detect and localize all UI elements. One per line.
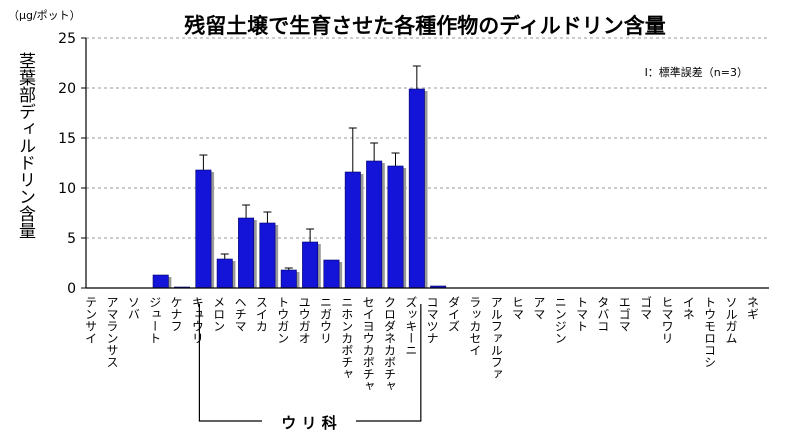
category-label: アマランサス (105, 296, 119, 368)
category-label: メロン (212, 296, 226, 332)
category-label: アルファルファ (489, 296, 503, 380)
category-label: テンサイ (84, 296, 98, 344)
bar (387, 165, 404, 289)
category-label: ズッキーニ (404, 296, 418, 356)
category-label: クロダネカボチャ (382, 296, 396, 392)
y-tick-label: 10 (58, 181, 76, 197)
category-label: ソルガム (724, 296, 738, 344)
category-label: ソバ (126, 296, 140, 320)
bar (323, 259, 340, 289)
category-label: キュウリ (190, 296, 204, 344)
bar (366, 160, 383, 289)
category-label: スイカ (254, 296, 268, 332)
category-label: トウガン (276, 296, 290, 344)
category-label: トウモロコシ (703, 296, 717, 368)
chart-title: 残留土壌で生育させた各種作物のディルドリン含量 (184, 14, 666, 38)
category-label: ラッカセイ (468, 296, 482, 356)
category-label: コマツナ (425, 296, 439, 344)
bars (152, 65, 447, 289)
category-label: ヒマワリ (660, 296, 674, 344)
category-label: ニホンカボチャ (340, 296, 354, 380)
group-label: ウ リ 科 (281, 414, 336, 432)
y-tick-label: 5 (67, 231, 76, 247)
y-tick-label: 0 (67, 281, 76, 297)
category-label: ジュート (148, 296, 162, 344)
bar (216, 258, 233, 289)
bar (238, 217, 255, 289)
category-label: セイヨウカボチャ (361, 296, 375, 392)
category-label: エゴマ (617, 296, 631, 332)
bracket-left (198, 304, 262, 422)
y-tick-label: 15 (58, 131, 76, 147)
cucurbit-group-bracket (198, 304, 422, 422)
bar (259, 222, 276, 289)
bar (195, 169, 212, 289)
y-tick-label: 20 (58, 81, 76, 97)
category-label: ヘチマ (233, 296, 247, 332)
category-label: ニガウリ (318, 296, 332, 344)
y-tick-label: 25 (58, 31, 76, 47)
category-label: ヒマ (511, 296, 525, 320)
category-label: ダイズ (447, 296, 461, 332)
standard-error-note: I：標準誤差（n=3） (645, 65, 748, 79)
category-label: ユウガオ (297, 296, 311, 344)
bar (280, 269, 297, 289)
bar (408, 88, 425, 289)
axes (81, 37, 769, 289)
category-label: イネ (681, 296, 695, 320)
bar (344, 171, 361, 289)
category-label: タバコ (596, 296, 610, 332)
category-label: ニンジン (553, 296, 567, 344)
category-label: アマ (532, 296, 546, 320)
category-label: ネギ (745, 296, 759, 320)
category-label: トマト (575, 296, 589, 332)
category-label: ケナフ (169, 296, 183, 332)
category-labels: テンサイ アマランサス ソバ ジュート ケナフ キュウリ メロン ヘチマ スイカ トウガン ユウガオ… (84, 295, 760, 392)
bar (302, 241, 319, 289)
y-unit-label: （μg/ポット） (8, 9, 81, 22)
y-axis-label: 茎葉部ディルドリン含量 (15, 52, 36, 239)
bar (152, 274, 169, 289)
category-label: ゴマ (639, 295, 653, 320)
y-tick-labels: 0 5 10 15 20 25 (58, 31, 76, 297)
bracket-right (356, 304, 422, 422)
